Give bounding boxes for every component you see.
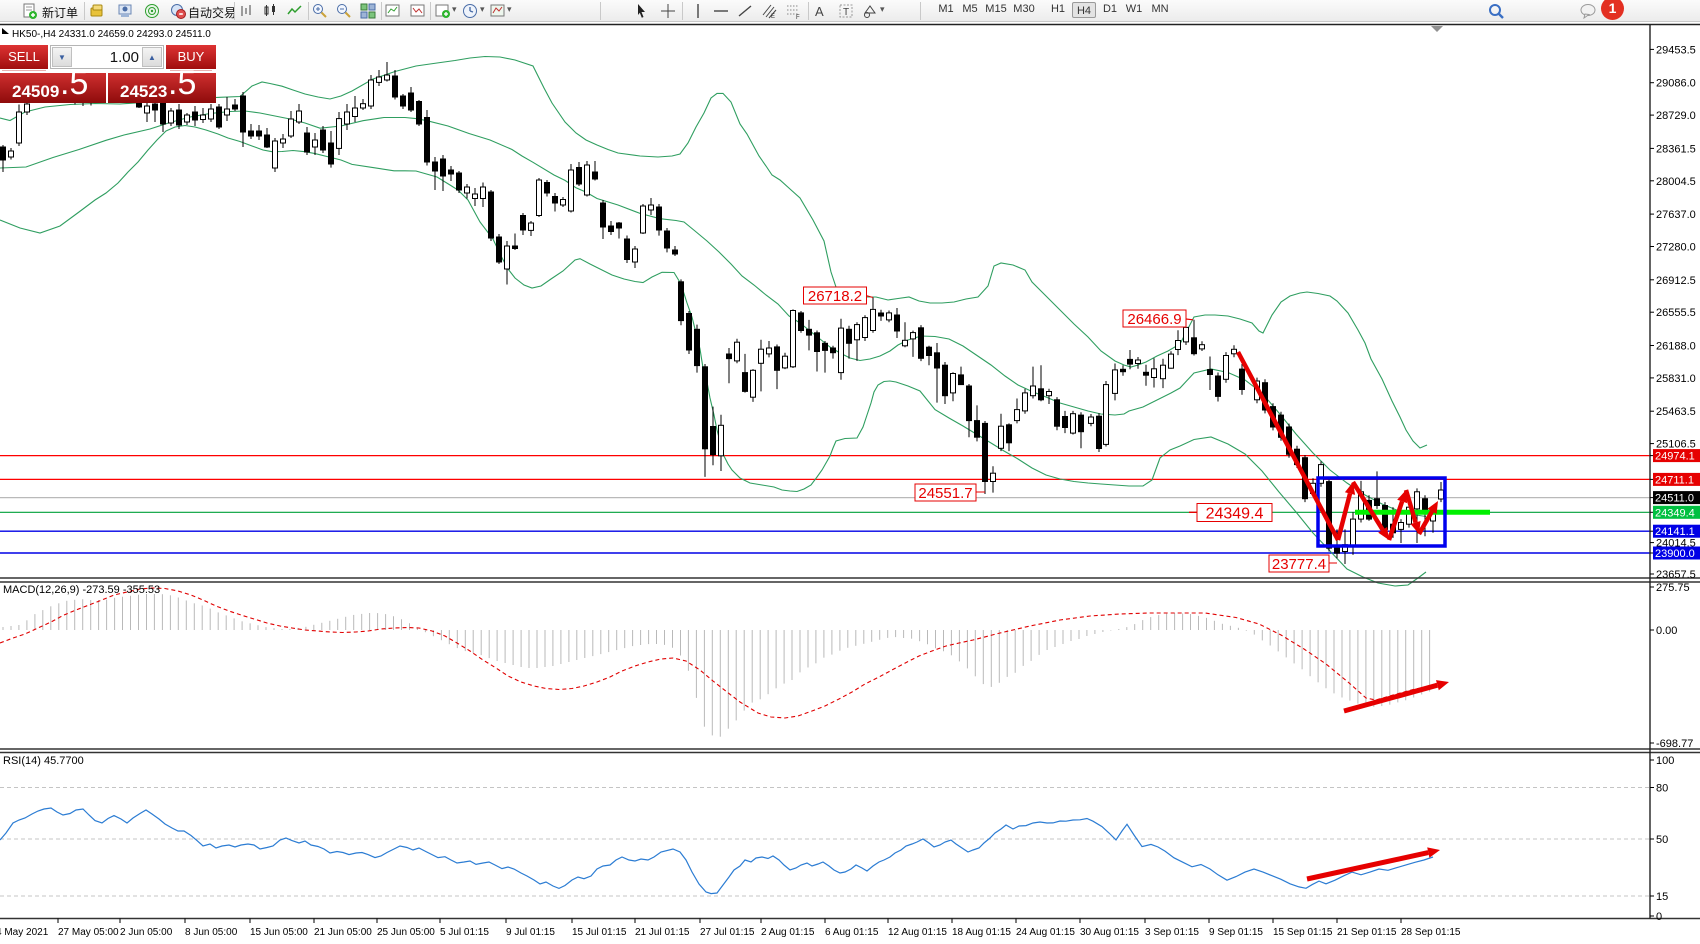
- svg-text:21 Jul 01:15: 21 Jul 01:15: [635, 927, 690, 938]
- svg-text:24511.0: 24511.0: [1655, 493, 1694, 505]
- svg-text:24349.4: 24349.4: [1655, 507, 1695, 519]
- svg-text:26555.5: 26555.5: [1656, 307, 1696, 319]
- svg-text:15: 15: [1656, 891, 1668, 903]
- svg-text:6 Aug 01:15: 6 Aug 01:15: [825, 927, 879, 938]
- svg-text:100: 100: [1656, 755, 1674, 767]
- svg-text:25106.5: 25106.5: [1656, 439, 1696, 451]
- svg-text:F: F: [796, 15, 800, 19]
- svg-text:2 Jun 05:00: 2 Jun 05:00: [120, 927, 173, 938]
- svg-text:30 Aug 01:15: 30 Aug 01:15: [1080, 927, 1139, 938]
- svg-text:26466.9: 26466.9: [1127, 311, 1181, 328]
- svg-text:0.00: 0.00: [1656, 625, 1677, 637]
- svg-text:RSI(14) 45.7700: RSI(14) 45.7700: [3, 755, 84, 767]
- svg-text:27 Jul 01:15: 27 Jul 01:15: [700, 927, 755, 938]
- svg-text:275.75: 275.75: [1656, 582, 1690, 594]
- svg-text:4 May 2021: 4 May 2021: [0, 927, 49, 938]
- svg-text:-698.77: -698.77: [1656, 738, 1693, 750]
- svg-text:27280.0: 27280.0: [1656, 242, 1696, 254]
- svg-text:29453.5: 29453.5: [1656, 44, 1696, 56]
- svg-text:2 Aug 01:15: 2 Aug 01:15: [761, 927, 815, 938]
- svg-text:21 Jun 05:00: 21 Jun 05:00: [314, 927, 372, 938]
- svg-text:5 Jul 01:15: 5 Jul 01:15: [440, 927, 489, 938]
- svg-text:24974.1: 24974.1: [1655, 451, 1695, 463]
- svg-text:15 Jun 05:00: 15 Jun 05:00: [250, 927, 308, 938]
- svg-text:26188.0: 26188.0: [1656, 341, 1696, 353]
- svg-text:27637.0: 27637.0: [1656, 209, 1696, 221]
- svg-text:T: T: [843, 7, 849, 18]
- svg-text:23657.5: 23657.5: [1656, 569, 1696, 581]
- svg-text:9 Sep 01:15: 9 Sep 01:15: [1209, 927, 1263, 938]
- svg-text:26912.5: 26912.5: [1656, 275, 1696, 287]
- svg-text:27 May 05:00: 27 May 05:00: [58, 927, 119, 938]
- svg-text:28004.5: 28004.5: [1656, 176, 1696, 188]
- svg-text:E: E: [771, 14, 775, 19]
- svg-text:24349.4: 24349.4: [1206, 505, 1264, 522]
- svg-text:23777.4: 23777.4: [1272, 556, 1326, 573]
- svg-text:28729.0: 28729.0: [1656, 110, 1696, 122]
- svg-text:23900.0: 23900.0: [1655, 548, 1695, 560]
- svg-text:0: 0: [1656, 911, 1662, 923]
- svg-text:25463.5: 25463.5: [1656, 406, 1696, 418]
- svg-text:15 Jul 01:15: 15 Jul 01:15: [572, 927, 627, 938]
- svg-text:24141.1: 24141.1: [1655, 526, 1695, 538]
- svg-text:3 Sep 01:15: 3 Sep 01:15: [1145, 927, 1199, 938]
- svg-text:HK50-,H4 24331.0 24659.0 2429: HK50-,H4 24331.0 24659.0 24293.0 24511.0: [12, 29, 211, 40]
- svg-text:18 Aug 01:15: 18 Aug 01:15: [952, 927, 1011, 938]
- svg-text:24551.7: 24551.7: [918, 485, 972, 502]
- svg-text:25 Jun 05:00: 25 Jun 05:00: [377, 927, 435, 938]
- svg-text:24 Aug 01:15: 24 Aug 01:15: [1016, 927, 1075, 938]
- svg-text:25831.0: 25831.0: [1656, 373, 1696, 385]
- svg-text:MACD(12,26,9) -273.59 -355.53: MACD(12,26,9) -273.59 -355.53: [3, 584, 160, 596]
- svg-text:21 Sep 01:15: 21 Sep 01:15: [1337, 927, 1397, 938]
- svg-text:50: 50: [1656, 834, 1668, 846]
- svg-text:9 Jul 01:15: 9 Jul 01:15: [506, 927, 555, 938]
- svg-text:12 Aug 01:15: 12 Aug 01:15: [888, 927, 947, 938]
- svg-text:15 Sep 01:15: 15 Sep 01:15: [1273, 927, 1333, 938]
- svg-text:80: 80: [1656, 783, 1668, 795]
- svg-text:28361.5: 28361.5: [1656, 143, 1696, 155]
- svg-text:8 Jun 05:00: 8 Jun 05:00: [185, 927, 238, 938]
- svg-text:29086.0: 29086.0: [1656, 78, 1696, 90]
- svg-text:28 Sep 01:15: 28 Sep 01:15: [1401, 927, 1461, 938]
- svg-text:26718.2: 26718.2: [808, 288, 862, 305]
- svg-text:24711.1: 24711.1: [1655, 474, 1694, 486]
